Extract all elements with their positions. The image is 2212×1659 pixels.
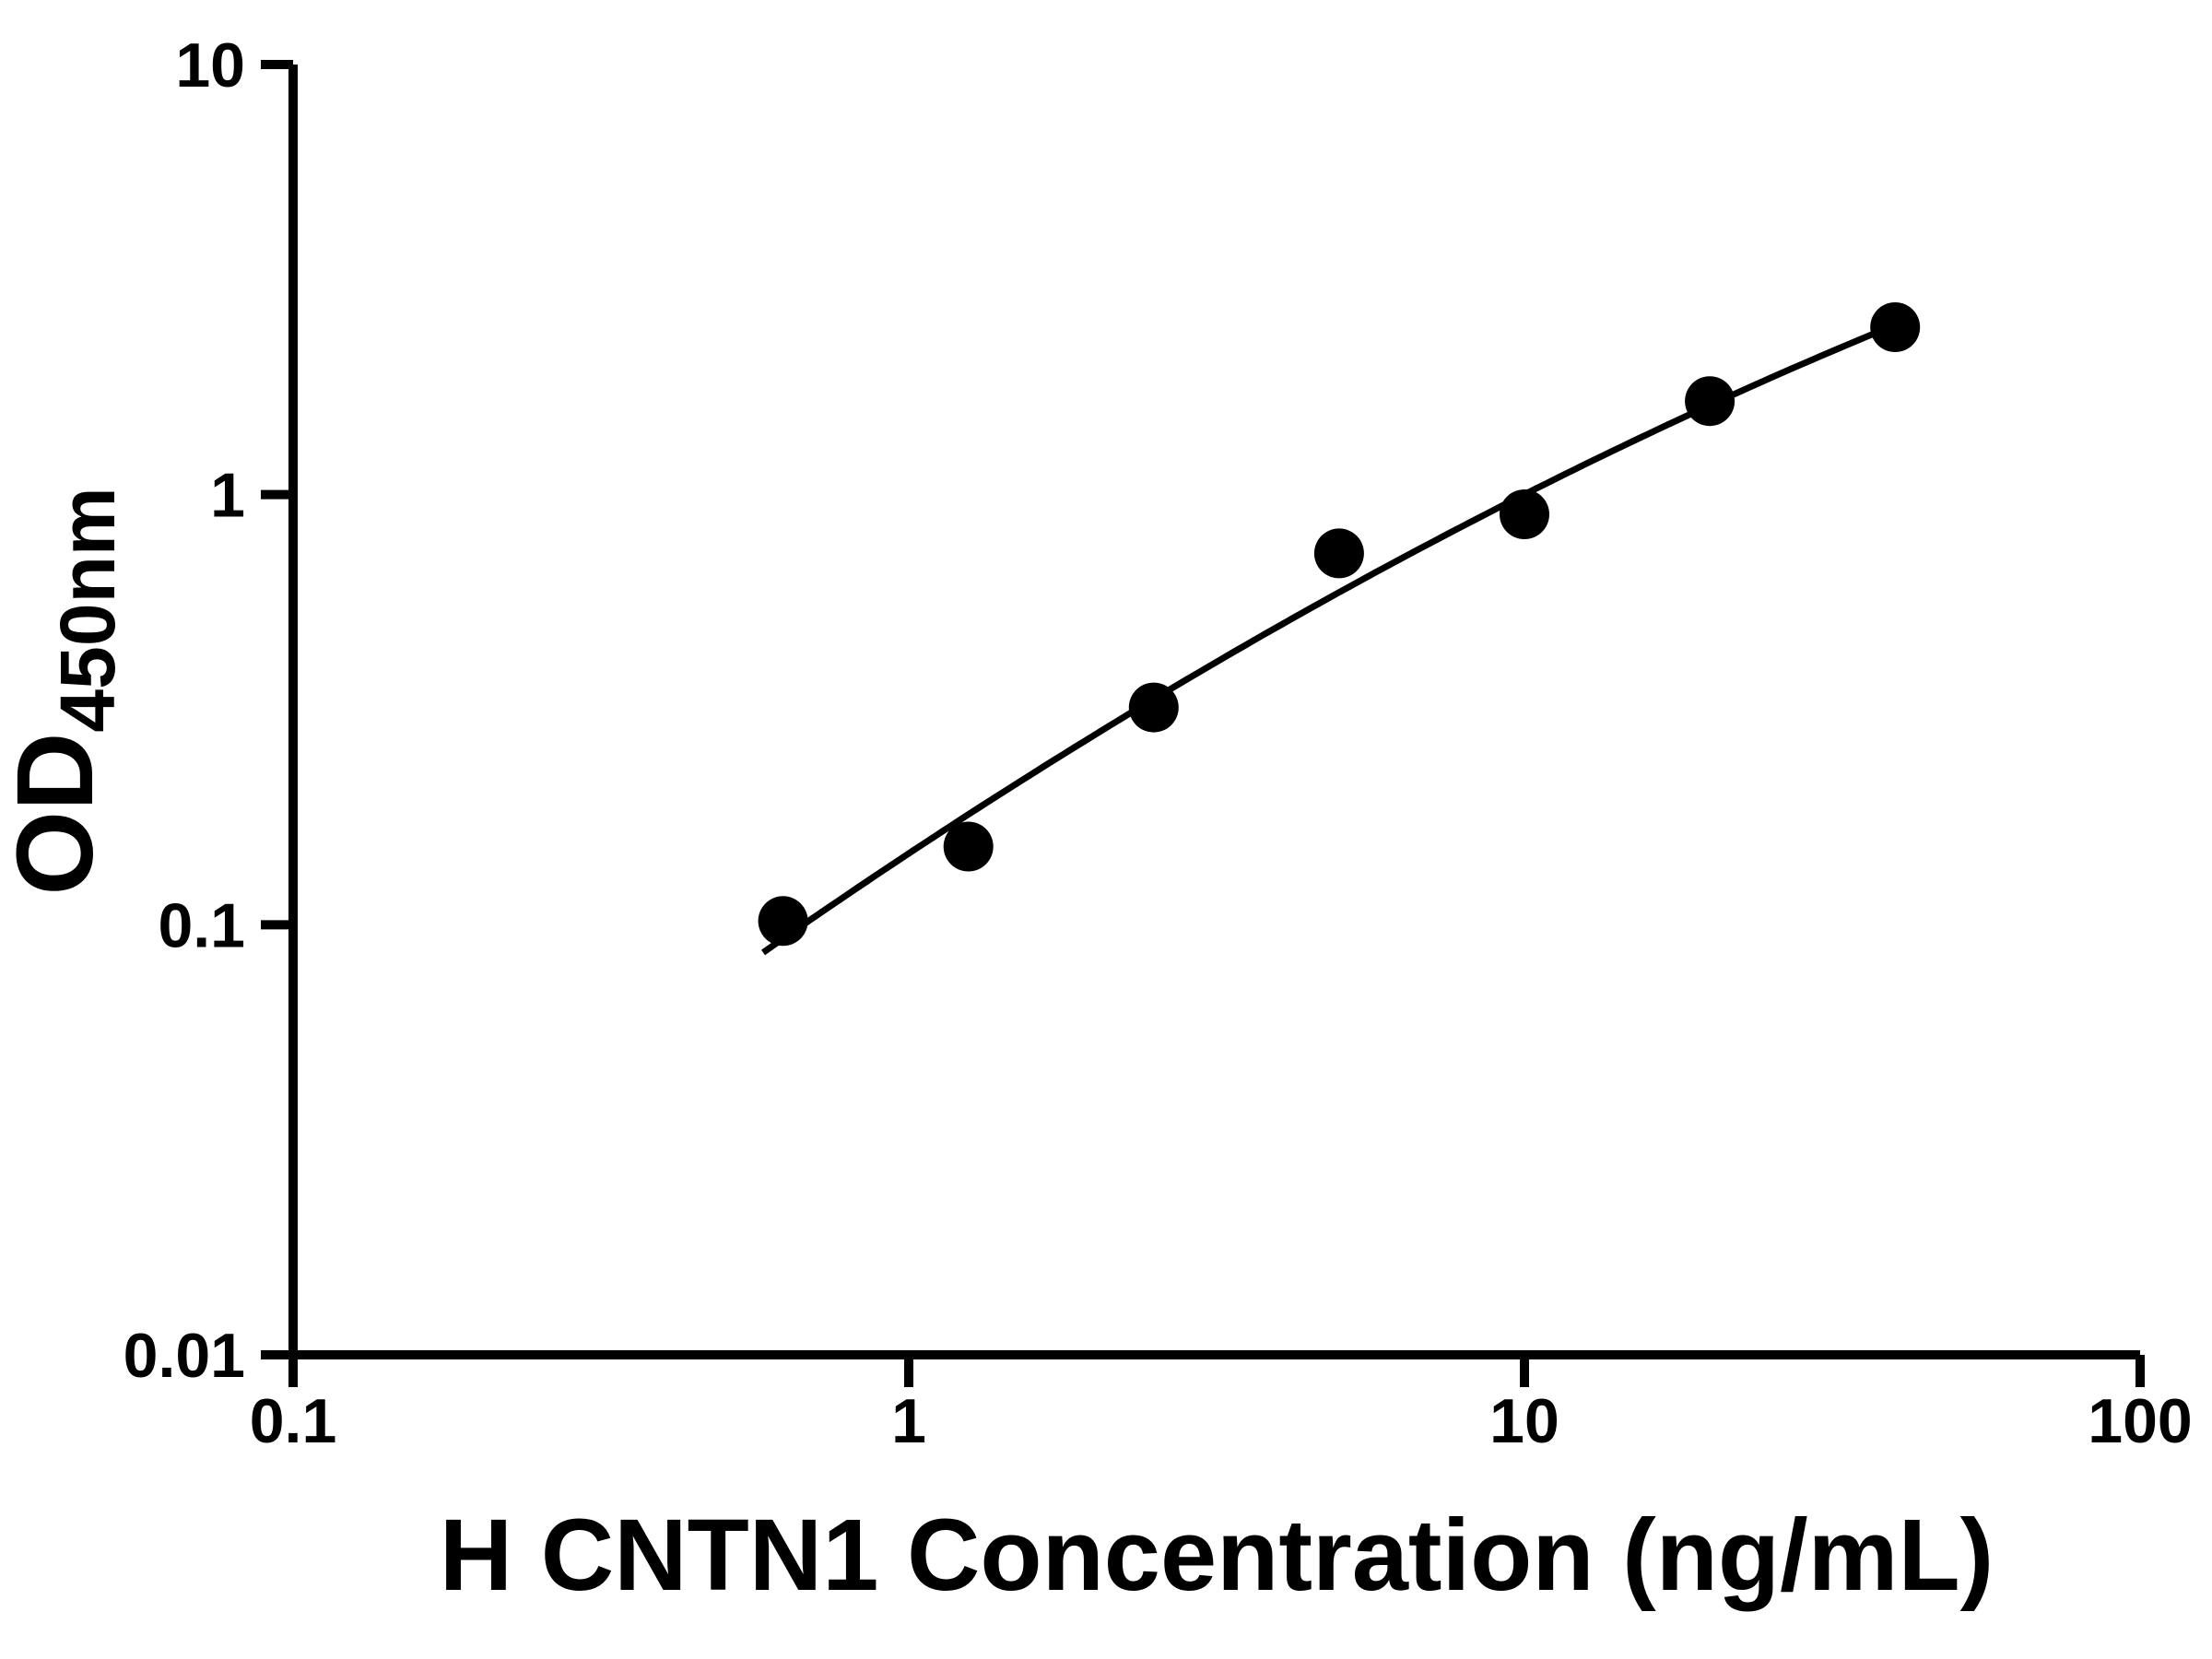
x-axis-tick-label: 0.1: [250, 1386, 337, 1456]
data-point: [1500, 489, 1549, 539]
y-axis-tick-label: 0.1: [158, 890, 245, 960]
data-point: [1128, 682, 1179, 733]
x-axis-label: H CNTN1 Concentration (ng/mL): [440, 1499, 1994, 1612]
y-axis-tick-label: 1: [210, 461, 245, 531]
svg-text:OD450nm: OD450nm: [0, 487, 131, 895]
data-point: [943, 821, 994, 872]
axes-spines: [288, 64, 2140, 1359]
y-axis-label: OD450nm: [0, 487, 131, 895]
data-point: [1870, 302, 1921, 352]
y-axis-tick-label: 10: [175, 30, 245, 100]
y-axis-tick-label: 0.01: [124, 1321, 245, 1391]
x-axis-tick-label: 1: [891, 1386, 926, 1456]
data-point: [1313, 528, 1364, 579]
data-point: [758, 896, 808, 947]
y-axis-label-subscript: 450nm: [44, 487, 131, 732]
y-axis-label-main: OD: [0, 733, 116, 896]
x-axis-tick-label: 10: [1489, 1386, 1559, 1456]
data-point: [1685, 376, 1735, 427]
x-axis-tick-label: 100: [2088, 1386, 2192, 1456]
